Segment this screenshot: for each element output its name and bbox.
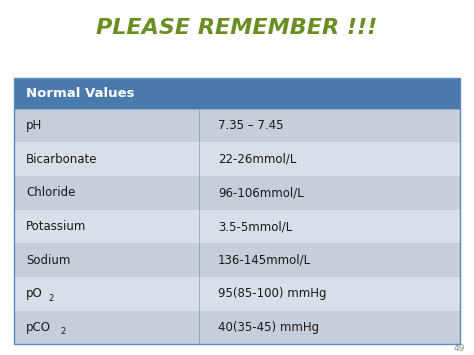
Text: Potassium: Potassium [26,220,86,233]
Bar [14,78,460,344]
Text: 49: 49 [453,344,465,353]
Bar [14,142,199,176]
Bar [199,176,460,210]
Text: 95(85-100) mmHg: 95(85-100) mmHg [218,287,327,300]
Bar [199,210,460,244]
Bar [14,176,199,210]
Text: Normal Values: Normal Values [26,87,135,100]
Text: Bicarbonate: Bicarbonate [26,153,98,166]
Bar [199,244,460,277]
Text: PLEASE REMEMBER !!!: PLEASE REMEMBER !!! [96,18,378,38]
Text: 3.5-5mmol/L: 3.5-5mmol/L [218,220,292,233]
Text: 7.35 – 7.45: 7.35 – 7.45 [218,119,283,132]
Bar [14,311,199,344]
Text: pCO: pCO [26,321,51,334]
Bar [14,78,460,109]
Bar [14,109,199,142]
Text: 2: 2 [49,294,54,302]
Bar [199,109,460,142]
Text: Sodium: Sodium [26,254,71,267]
Text: 22-26mmol/L: 22-26mmol/L [218,153,296,166]
Bar [14,210,199,244]
Bar [14,277,199,311]
Bar [14,244,199,277]
Text: 2: 2 [60,327,65,336]
Text: pH: pH [26,119,42,132]
Text: 96-106mmol/L: 96-106mmol/L [218,186,304,200]
Bar [199,277,460,311]
Text: pO: pO [26,287,43,300]
Text: Chloride: Chloride [26,186,75,200]
Bar [199,311,460,344]
Text: 40(35-45) mmHg: 40(35-45) mmHg [218,321,319,334]
Text: 136-145mmol/L: 136-145mmol/L [218,254,311,267]
Bar [199,142,460,176]
